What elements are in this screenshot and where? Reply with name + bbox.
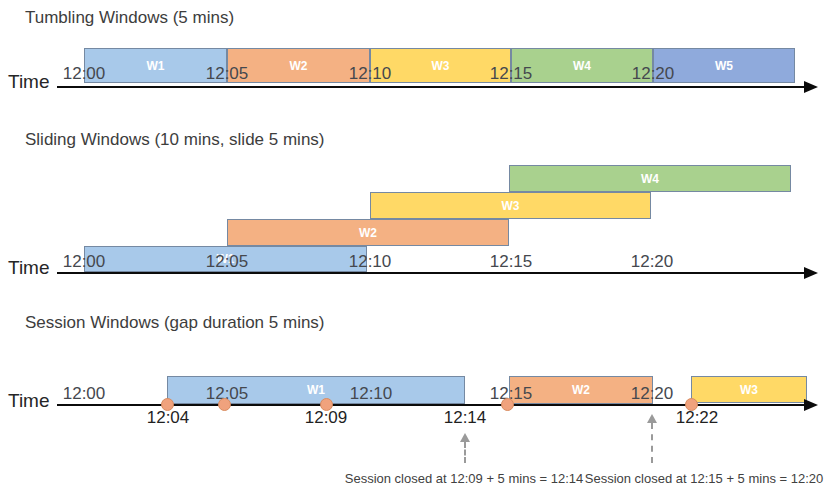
sliding-window-w2-label: W2: [359, 226, 377, 240]
session-closed-annotation-2: Session closed at 12:15 + 5 mins = 12:20: [584, 471, 824, 486]
tumbling-tick-1200: 12:00: [52, 64, 116, 84]
sliding-tick-1200: 12:00: [52, 252, 116, 272]
tumbling-window-w5-label: W5: [715, 59, 733, 73]
callout-arrow-line-2: [651, 423, 653, 463]
sliding-section-title: Sliding Windows (10 mins, slide 5 mins): [25, 130, 325, 150]
sliding-tick-1220: 12:20: [620, 252, 684, 272]
tumbling-section-title: Tumbling Windows (5 mins): [25, 8, 234, 28]
tumbling-tick-1220: 12:20: [621, 64, 685, 84]
sliding-window-w4-label: W4: [641, 172, 659, 186]
session-tick-1220: 12:20: [620, 384, 684, 404]
sliding-window-w2: W2: [227, 219, 509, 246]
callout-arrow-up-icon-1: [460, 433, 470, 442]
tumbling-tick-1205: 12:05: [195, 64, 259, 84]
event-dot-1204: [161, 398, 174, 411]
session-time-axis-label: Time: [8, 390, 50, 412]
sliding-time-axis: [57, 272, 805, 274]
session-window-w3-label: W3: [740, 383, 758, 397]
tumbling-time-axis-label: Time: [8, 71, 50, 93]
sliding-window-w3-label: W3: [502, 199, 520, 213]
tumbling-axis-arrowhead-icon: [804, 81, 818, 93]
session-window-w3: W3: [691, 376, 807, 403]
tumbling-tick-1215: 12:15: [479, 64, 543, 84]
event-label-1222: 12:22: [665, 408, 729, 428]
event-label-1214: 12:14: [433, 408, 497, 428]
sliding-tick-1210: 12:10: [338, 252, 402, 272]
tumbling-tick-1210: 12:10: [338, 64, 402, 84]
callout-arrow-line-1: [464, 442, 466, 463]
session-section-title: Session Windows (gap duration 5 mins): [25, 313, 325, 333]
event-dot-1206: [218, 398, 231, 411]
callout-arrow-up-icon-2: [647, 414, 657, 423]
session-window-w2-label: W2: [572, 383, 590, 397]
event-dot-1222: [685, 398, 698, 411]
sliding-axis-arrowhead-icon: [804, 267, 818, 279]
event-dot-1209: [320, 398, 333, 411]
tumbling-time-axis: [57, 86, 805, 88]
tumbling-window-w4-label: W4: [573, 59, 591, 73]
tumbling-window-w3-label: W3: [432, 59, 450, 73]
sliding-tick-1205: 12:05: [195, 252, 259, 272]
event-label-1209: 12:09: [294, 408, 358, 428]
session-window-w1-label: W1: [307, 383, 325, 397]
session-tick-1200: 12:00: [52, 384, 116, 404]
event-dot-1215: [501, 398, 514, 411]
session-axis-arrowhead-icon: [804, 399, 818, 411]
windowing-diagram: Tumbling Windows (5 mins) Time W1 W2 W3 …: [0, 0, 829, 498]
event-label-1204: 12:04: [136, 408, 200, 428]
tumbling-window-w1-label: W1: [147, 59, 165, 73]
sliding-window-w4: W4: [509, 165, 791, 192]
sliding-time-axis-label: Time: [8, 257, 50, 279]
tumbling-window-w2-label: W2: [290, 59, 308, 73]
sliding-window-w3: W3: [370, 192, 651, 219]
sliding-tick-1215: 12:15: [479, 252, 543, 272]
session-closed-annotation-1: Session closed at 12:09 + 5 mins = 12:14: [344, 471, 584, 486]
session-tick-1210: 12:10: [339, 384, 403, 404]
